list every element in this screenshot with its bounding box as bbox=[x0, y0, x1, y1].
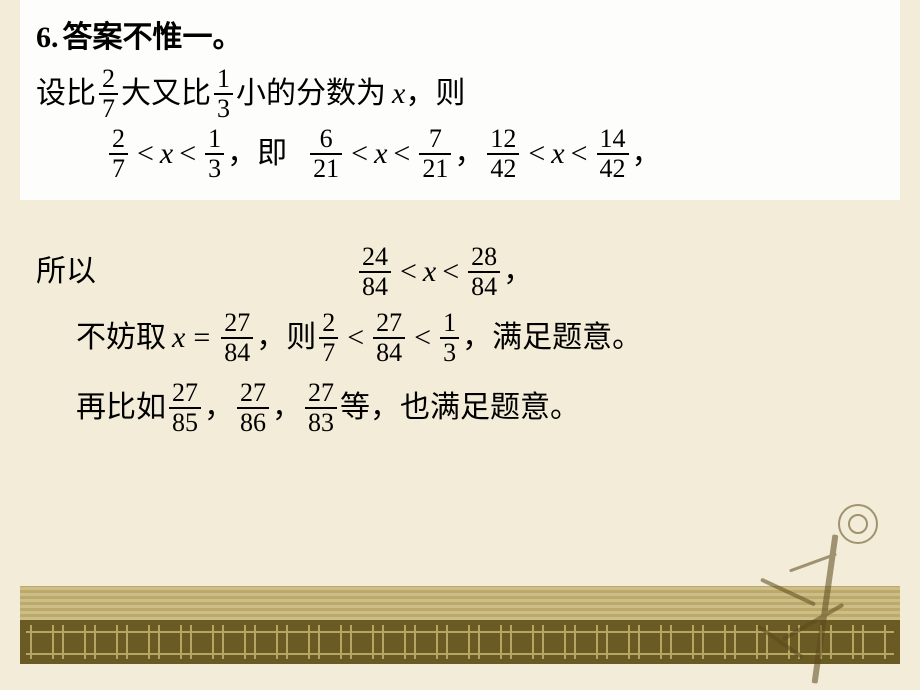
setup-mid2: 小的分数为 bbox=[236, 70, 386, 118]
setup-row: 设比 2 7 大又比 1 3 小的分数为 x ，则 bbox=[36, 66, 884, 122]
content-paper-top: 6. 答案不惟一。 设比 2 7 大又比 1 3 小的分数为 x ，则 27 bbox=[20, 0, 900, 200]
frac-1-3: 1 3 bbox=[214, 66, 233, 122]
setup-tail: ，则 bbox=[405, 70, 465, 118]
so-label: 所以 bbox=[36, 248, 96, 296]
problem-number: 6. bbox=[36, 14, 59, 62]
decor-pattern-icon bbox=[26, 625, 894, 659]
ineq1-right: 13 bbox=[205, 126, 224, 182]
more-row: 再比如 2785 ， 2786 ， 2783 等，也满足题意。 bbox=[36, 380, 884, 436]
decor-band-stripes bbox=[20, 586, 900, 620]
setup-mid1: 大又比 bbox=[121, 70, 211, 118]
decor-band-pattern bbox=[20, 620, 900, 664]
frac-2-7: 2 7 bbox=[99, 66, 118, 122]
heading-row: 6. 答案不惟一。 bbox=[36, 14, 884, 62]
so-row: 所以 2484 < x < 2884 ， bbox=[36, 244, 884, 300]
take-row: 不妨取 x = 2784 ，则 27 < 2784 < 13 ，满足题意。 bbox=[36, 310, 884, 366]
content-rest: 所以 2484 < x < 2884 ， 不妨取 x = 2784 ，则 27 bbox=[20, 240, 900, 440]
ineq1-left: 27 bbox=[109, 126, 128, 182]
setup-prefix: 设比 bbox=[36, 70, 96, 118]
ineq1-after: ，即 bbox=[227, 130, 287, 178]
slide: 6. 答案不惟一。 设比 2 7 大又比 1 3 小的分数为 x ，则 27 bbox=[0, 0, 920, 690]
ineq1-row: 27 < x < 13 ，即 621 < x < 721 ， 1242 < bbox=[36, 126, 884, 182]
heading-text: 答案不惟一。 bbox=[63, 14, 243, 62]
setup-var: x bbox=[392, 70, 405, 118]
